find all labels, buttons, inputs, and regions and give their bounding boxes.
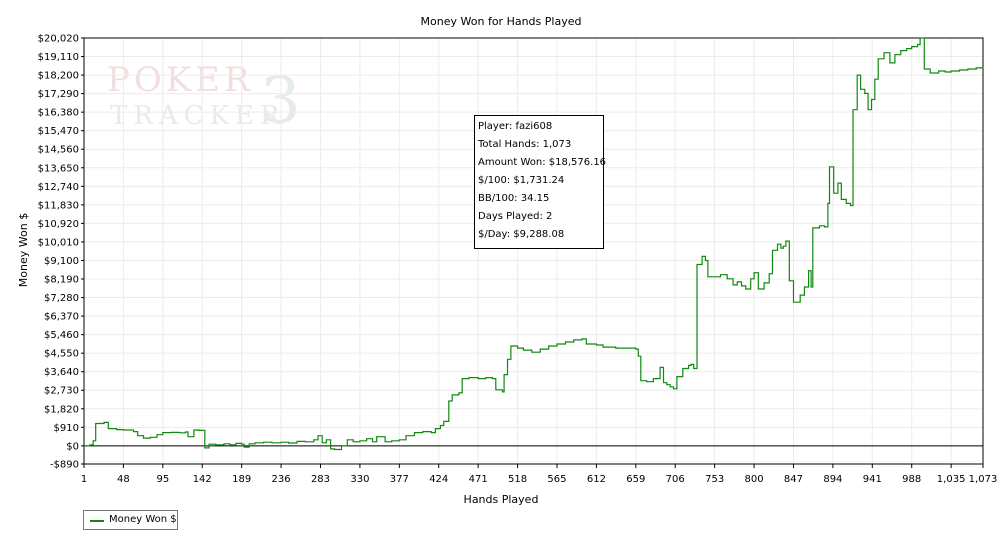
watermark-mark: 3 [260,64,301,138]
x-tick-label: 189 [232,474,251,485]
x-tick-label: 894 [823,474,842,485]
x-tick-label: 142 [193,474,212,485]
y-tick-label: $8,190 [44,275,79,286]
y-tick-label: $13,650 [38,163,79,174]
y-tick-label: $15,470 [38,126,79,137]
x-tick-label: 1,073 [969,474,998,485]
y-tick-label: $910 [54,423,79,434]
x-tick-label: 95 [156,474,169,485]
x-tick-label: 941 [863,474,882,485]
stat-per-day: $/Day: $9,288.08 [478,229,565,240]
y-tick-label: $9,100 [44,256,79,267]
x-tick-label: 565 [547,474,566,485]
series-line-money-won [84,37,984,451]
x-tick-label: 330 [350,474,369,485]
y-tick-label: $12,740 [38,182,79,193]
y-tick-label: $19,110 [38,52,79,63]
y-tick-label: $1,820 [44,404,79,415]
y-tick-label: $4,550 [44,349,79,360]
y-tick-label: $17,290 [38,89,79,100]
watermark-line2: TRACKER [110,101,286,131]
x-tick-label: 847 [784,474,803,485]
stat-per-100: $/100: $1,731.24 [478,175,565,186]
x-tick-label: 48 [117,474,130,485]
x-tick-label: 424 [429,474,448,485]
y-tick-label: $11,830 [38,200,79,211]
y-tick-label: $18,200 [38,71,79,82]
x-tick-label: 753 [705,474,724,485]
y-tick-label: $2,730 [44,386,79,397]
y-tick-label: $3,640 [44,367,79,378]
x-tick-label: 612 [587,474,606,485]
legend: Money Won $ [83,510,178,530]
x-tick-label: 518 [508,474,527,485]
x-tick-label: 988 [902,474,921,485]
x-tick-label: 800 [745,474,764,485]
player-stats-box: Player: fazi608 Total Hands: 1,073 Amoun… [474,115,607,249]
x-tick-label: 659 [626,474,645,485]
stat-total-hands: Total Hands: 1,073 [478,139,572,150]
legend-swatch [90,520,104,522]
plot-area [83,37,984,465]
x-tick-label: 283 [311,474,330,485]
y-tick-label: $10,920 [38,219,79,230]
y-tick-label: $6,370 [44,312,79,323]
x-tick-label: 236 [272,474,291,485]
x-tick-label: 1,035 [937,474,966,485]
legend-entry-money-won: Money Won $ [109,514,177,525]
x-axis-ticks: 1 48 95 142 189 236 283 330 377 424 471 518 565 612 65… [81,464,998,485]
y-tick-label: $20,020 [38,34,79,45]
stat-bb-100: BB/100: 34.15 [478,193,550,204]
x-tick-label: 706 [666,474,685,485]
x-tick-label: 471 [469,474,488,485]
x-tick-label: 1 [81,474,87,485]
y-tick-label: $5,460 [44,330,79,341]
y-tick-label: $10,010 [38,237,79,248]
y-axis-label: Money Won $ [17,213,30,287]
chart-title: Money Won for Hands Played [421,15,582,28]
y-tick-label: $16,380 [38,108,79,119]
x-tick-label: 377 [390,474,409,485]
y-tick-label: $14,560 [38,145,79,156]
stat-player: Player: fazi608 [478,121,553,132]
y-axis-ticks: -$890 $0 $910 $1,820 $2,730 $3,640 $4,550 $5,46… [38,34,84,471]
stat-days-played: Days Played: 2 [478,211,553,222]
y-tick-label: -$890 [50,460,79,471]
stat-amount-won: Amount Won: $18,576.16 [478,157,607,168]
y-tick-label: $7,280 [44,293,79,304]
x-axis-label: Hands Played [464,493,539,506]
y-tick-label: $0 [66,441,79,452]
pokertracker-watermark-logo: POKER TRACKER 3 [107,60,301,138]
